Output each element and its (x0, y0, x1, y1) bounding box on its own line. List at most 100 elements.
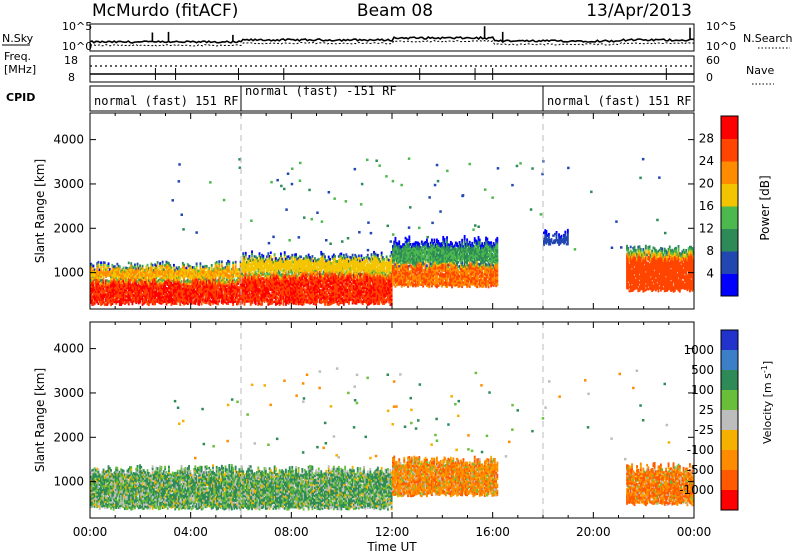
heatmap-cell (342, 253, 345, 257)
heatmap-cell (194, 269, 197, 273)
heatmap-cell (349, 286, 352, 290)
heatmap-cell (149, 292, 151, 296)
heatmap-cell (359, 269, 362, 273)
heatmap-cell (156, 286, 159, 289)
heatmap-cell (136, 294, 139, 297)
heatmap-cell (281, 257, 284, 261)
heatmap-cell (267, 273, 270, 276)
heatmap-cell (238, 271, 241, 275)
heatmap-cell (155, 266, 158, 270)
heatmap-cell (210, 292, 213, 296)
heatmap-cell (288, 263, 291, 266)
heatmap-cell (202, 269, 204, 273)
heatmap-cell (92, 297, 95, 300)
heatmap-cell (120, 275, 123, 279)
heatmap-cell (97, 282, 100, 286)
heatmap-cell (195, 268, 198, 272)
heatmap-cell (374, 254, 377, 258)
heatmap-cell (366, 275, 369, 278)
heatmap-cell (365, 287, 368, 290)
heatmap-cell (234, 284, 237, 287)
heatmap-cell (356, 272, 359, 276)
heatmap-cell (217, 292, 219, 296)
heatmap-cell (253, 289, 256, 292)
heatmap-cell (355, 286, 358, 289)
heatmap-cell (359, 274, 362, 277)
heatmap-cell (359, 290, 362, 293)
heatmap-cell (258, 256, 261, 259)
heatmap-cell (383, 294, 386, 297)
heatmap-cell (139, 296, 141, 300)
heatmap-cell (117, 266, 120, 270)
heatmap-cell (332, 287, 335, 290)
heatmap-cell (309, 272, 311, 275)
heatmap-cell (300, 278, 302, 281)
heatmap-cell (243, 283, 246, 286)
heatmap-cell (199, 284, 202, 288)
heatmap-cell (174, 302, 177, 305)
heatmap-cell (139, 264, 141, 267)
heatmap-cell (351, 255, 354, 259)
heatmap-cell (317, 276, 320, 279)
heatmap-cell (207, 269, 209, 273)
heatmap-cell (220, 301, 223, 304)
heatmap-cell (120, 291, 123, 294)
heatmap-cell (253, 269, 256, 272)
heatmap-cell (183, 292, 185, 296)
heatmap-cell (306, 264, 309, 267)
heatmap-cell (239, 284, 242, 288)
heatmap-cell (360, 283, 363, 286)
heatmap-cell (205, 272, 208, 276)
heatmap-cell (154, 284, 157, 288)
heatmap-cell (305, 281, 308, 284)
heatmap-cell (381, 280, 384, 283)
heatmap-cell (209, 303, 212, 306)
heatmap-cell (305, 271, 308, 274)
heatmap-cell (171, 279, 174, 283)
heatmap-cell (157, 299, 160, 302)
heatmap-cell (348, 260, 350, 263)
heatmap-cell (319, 260, 321, 263)
heatmap-cell (228, 274, 231, 278)
heatmap-cell (223, 282, 226, 286)
heatmap-cell (312, 292, 315, 295)
heatmap-cell (327, 303, 330, 306)
heatmap-cell (322, 256, 325, 260)
heatmap-cell (253, 271, 256, 274)
heatmap-cell (110, 281, 112, 285)
heatmap-cell (291, 265, 294, 269)
heatmap-cell (348, 280, 350, 283)
heatmap-cell (256, 264, 258, 268)
heatmap-cell (264, 286, 267, 290)
heatmap-cell (361, 260, 364, 263)
heatmap-cell (195, 290, 198, 293)
heatmap-cell (365, 266, 368, 269)
heatmap-cell (107, 293, 110, 297)
heatmap-cell (242, 258, 245, 261)
heatmap-cell (253, 299, 256, 302)
heatmap-cell (262, 293, 265, 296)
heatmap-cell (349, 298, 352, 302)
heatmap-cell (285, 301, 287, 304)
heatmap-cell (202, 282, 204, 285)
heatmap-cell (378, 268, 381, 271)
heatmap-cell (184, 300, 187, 303)
heatmap-cell (351, 274, 354, 277)
heatmap-cell (368, 280, 370, 284)
heatmap-cell (100, 273, 102, 276)
heatmap-cell (159, 277, 162, 281)
heatmap-cell (90, 291, 92, 294)
heatmap-cell (248, 284, 251, 287)
heatmap-cell (132, 295, 135, 299)
heatmap-cell (297, 298, 300, 302)
heatmap-cell (297, 276, 300, 280)
heatmap-cell (92, 277, 95, 280)
heatmap-cell (171, 299, 174, 303)
heatmap-cell (346, 257, 349, 261)
heatmap-cell (271, 264, 274, 267)
heatmap-cell (176, 279, 179, 283)
heatmap-cell (151, 284, 154, 288)
heatmap-cell (160, 300, 163, 303)
heatmap-cell (373, 282, 375, 286)
heatmap-cell (297, 290, 300, 294)
